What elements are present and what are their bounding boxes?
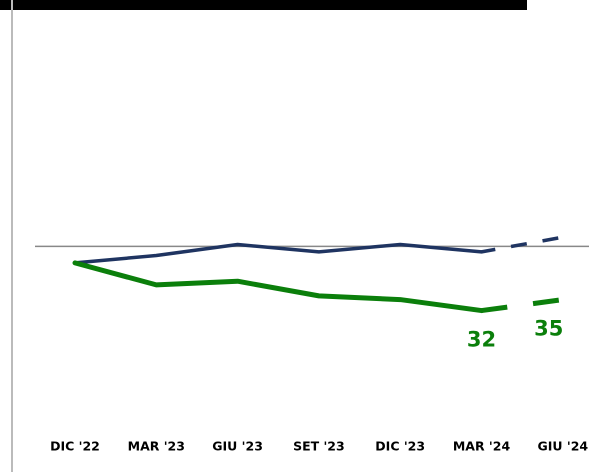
series-line-dashed (481, 235, 564, 254)
x-tick-label: MAR '24 (453, 439, 511, 454)
x-tick-label: MAR '23 (128, 439, 185, 454)
value-label: 32 (467, 328, 496, 352)
x-tick-label: DIC '23 (375, 439, 425, 454)
x-tick-label: SET '23 (293, 439, 345, 454)
value-label: 35 (534, 317, 563, 341)
top-bar (0, 0, 527, 10)
x-tick-label: GIU '24 (537, 439, 588, 454)
x-tick-label: GIU '23 (212, 439, 263, 454)
x-tick-label: DIC '22 (50, 439, 100, 454)
series-line (73, 242, 484, 265)
series-line-dashed (481, 297, 564, 314)
series-line (72, 260, 484, 314)
